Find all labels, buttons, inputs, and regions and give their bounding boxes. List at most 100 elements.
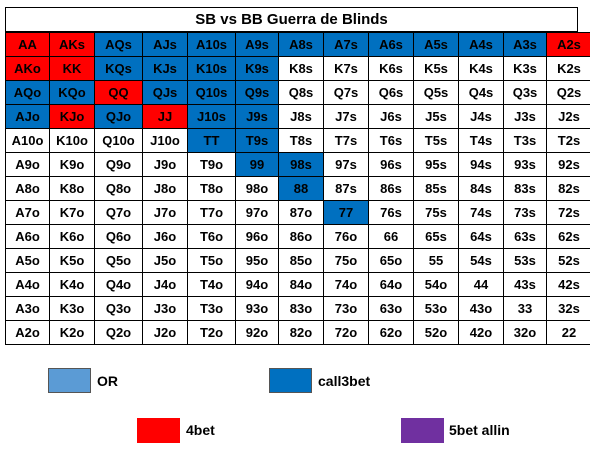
hand-cell: T5s	[413, 128, 459, 153]
hand-cell: Q6o	[94, 224, 143, 249]
hand-cell: Q6s	[368, 80, 414, 105]
legend-swatch-5bet-allin	[401, 418, 444, 443]
hand-cell: Q10s	[187, 80, 236, 105]
hand-cell: T4s	[458, 128, 504, 153]
hand-cell: 32o	[503, 320, 547, 345]
grid-row: AKo KK KQs KJs K10s K9s K8s K7s K6s K5s K4s K3s K2s	[5, 56, 590, 81]
hand-cell: 77	[323, 200, 369, 225]
hand-cell: A9s	[235, 32, 279, 57]
hand-cell: 85s	[413, 176, 459, 201]
hand-cell: J8o	[142, 176, 188, 201]
hand-cell: AJs	[142, 32, 188, 57]
hand-cell: 88	[278, 176, 324, 201]
hand-cell: KJs	[142, 56, 188, 81]
hand-cell: 96s	[368, 152, 414, 177]
legend-label-or: OR	[97, 373, 118, 389]
hand-cell: 66	[368, 224, 414, 249]
hand-cell: J3s	[503, 104, 547, 129]
hand-cell: J5s	[413, 104, 459, 129]
hand-cell: 53o	[413, 296, 459, 321]
hand-cell: 42o	[458, 320, 504, 345]
hand-cell: Q4s	[458, 80, 504, 105]
hand-cell: 86o	[278, 224, 324, 249]
hand-cell: K10o	[49, 128, 95, 153]
hand-cell: AKo	[5, 56, 50, 81]
hand-cell: 75s	[413, 200, 459, 225]
hand-cell: T6o	[187, 224, 236, 249]
hand-cell: 97o	[235, 200, 279, 225]
hand-cell: A2o	[5, 320, 50, 345]
hand-cell: 75o	[323, 248, 369, 273]
hand-cell: A3o	[5, 296, 50, 321]
hand-cell: Q5s	[413, 80, 459, 105]
hand-cell: 87s	[323, 176, 369, 201]
hand-cell: J10o	[142, 128, 188, 153]
hand-cell: 53s	[503, 248, 547, 273]
grid-row: AJo KJo QJo JJ J10s J9s J8s J7s J6s J5s J4s J3s J2s	[5, 104, 590, 129]
hand-cell: A4o	[5, 272, 50, 297]
hand-cell: 43s	[503, 272, 547, 297]
hand-cell: 55	[413, 248, 459, 273]
hand-cell: 82s	[546, 176, 590, 201]
hand-cell: KQo	[49, 80, 95, 105]
grid-row: A3o K3o Q3o J3o T3o 93o 83o 73o 63o 53o 43o 33 32s	[5, 296, 590, 321]
legend-label-4bet: 4bet	[186, 422, 215, 438]
hand-cell: K2o	[49, 320, 95, 345]
hand-cell: A7o	[5, 200, 50, 225]
grid-row: AQo KQo QQ QJs Q10s Q9s Q8s Q7s Q6s Q5s Q4s Q3s Q2s	[5, 80, 590, 105]
hand-cell: J7s	[323, 104, 369, 129]
hand-cell: 32s	[546, 296, 590, 321]
hand-cell: AA	[5, 32, 50, 57]
hand-cell: AJo	[5, 104, 50, 129]
hand-cell: KK	[49, 56, 95, 81]
hand-cell: A3s	[503, 32, 547, 57]
hand-cell: Q3s	[503, 80, 547, 105]
hand-cell: 98s	[278, 152, 324, 177]
hand-cell: K4s	[458, 56, 504, 81]
hand-cell: KQs	[94, 56, 143, 81]
hand-cell: 22	[546, 320, 590, 345]
hand-cell: TT	[187, 128, 236, 153]
hand-cell: K2s	[546, 56, 590, 81]
hand-cell: 94o	[235, 272, 279, 297]
hand-cell: T6s	[368, 128, 414, 153]
hand-cell: 94s	[458, 152, 504, 177]
hand-cell: 33	[503, 296, 547, 321]
hand-cell: 86s	[368, 176, 414, 201]
hand-cell: 44	[458, 272, 504, 297]
hand-cell: A8o	[5, 176, 50, 201]
hand-cell: 64s	[458, 224, 504, 249]
hand-cell: A5o	[5, 248, 50, 273]
hand-cell: A7s	[323, 32, 369, 57]
hand-cell: 52o	[413, 320, 459, 345]
hand-cell: T9o	[187, 152, 236, 177]
hand-cell: T8s	[278, 128, 324, 153]
hand-cell: T8o	[187, 176, 236, 201]
hand-cell: Q8o	[94, 176, 143, 201]
hand-cell: J9o	[142, 152, 188, 177]
grid-row: A10o K10o Q10o J10o TT T9s T8s T7s T6s T5s T4s T3s T…	[5, 128, 590, 153]
hand-cell: K8o	[49, 176, 95, 201]
hand-cell: Q10o	[94, 128, 143, 153]
hand-cell: 54s	[458, 248, 504, 273]
grid-row: AA AKs AQs AJs A10s A9s A8s A7s A6s A5s A4s A3s A2s	[5, 32, 590, 57]
hand-cell: JJ	[142, 104, 188, 129]
hand-cell: 85o	[278, 248, 324, 273]
hand-cell: A5s	[413, 32, 459, 57]
hand-cell: 83s	[503, 176, 547, 201]
hand-cell: 42s	[546, 272, 590, 297]
grid-row: A5o K5o Q5o J5o T5o 95o 85o 75o 65o 55 54s 53s 52s	[5, 248, 590, 273]
hand-cell: 63o	[368, 296, 414, 321]
hand-cell: 76s	[368, 200, 414, 225]
hand-cell: 76o	[323, 224, 369, 249]
hand-cell: 72o	[323, 320, 369, 345]
hand-cell: J6o	[142, 224, 188, 249]
hand-cell: J2s	[546, 104, 590, 129]
hand-cell: 96o	[235, 224, 279, 249]
hand-cell: QJo	[94, 104, 143, 129]
hand-cell: 54o	[413, 272, 459, 297]
grid-row: A4o K4o Q4o J4o T4o 94o 84o 74o 64o 54o 44 43s 42s	[5, 272, 590, 297]
hand-cell: Q3o	[94, 296, 143, 321]
grid-row: A8o K8o Q8o J8o T8o 98o 88 87s 86s 85s 84s 83s 82s	[5, 176, 590, 201]
hand-cell: 83o	[278, 296, 324, 321]
